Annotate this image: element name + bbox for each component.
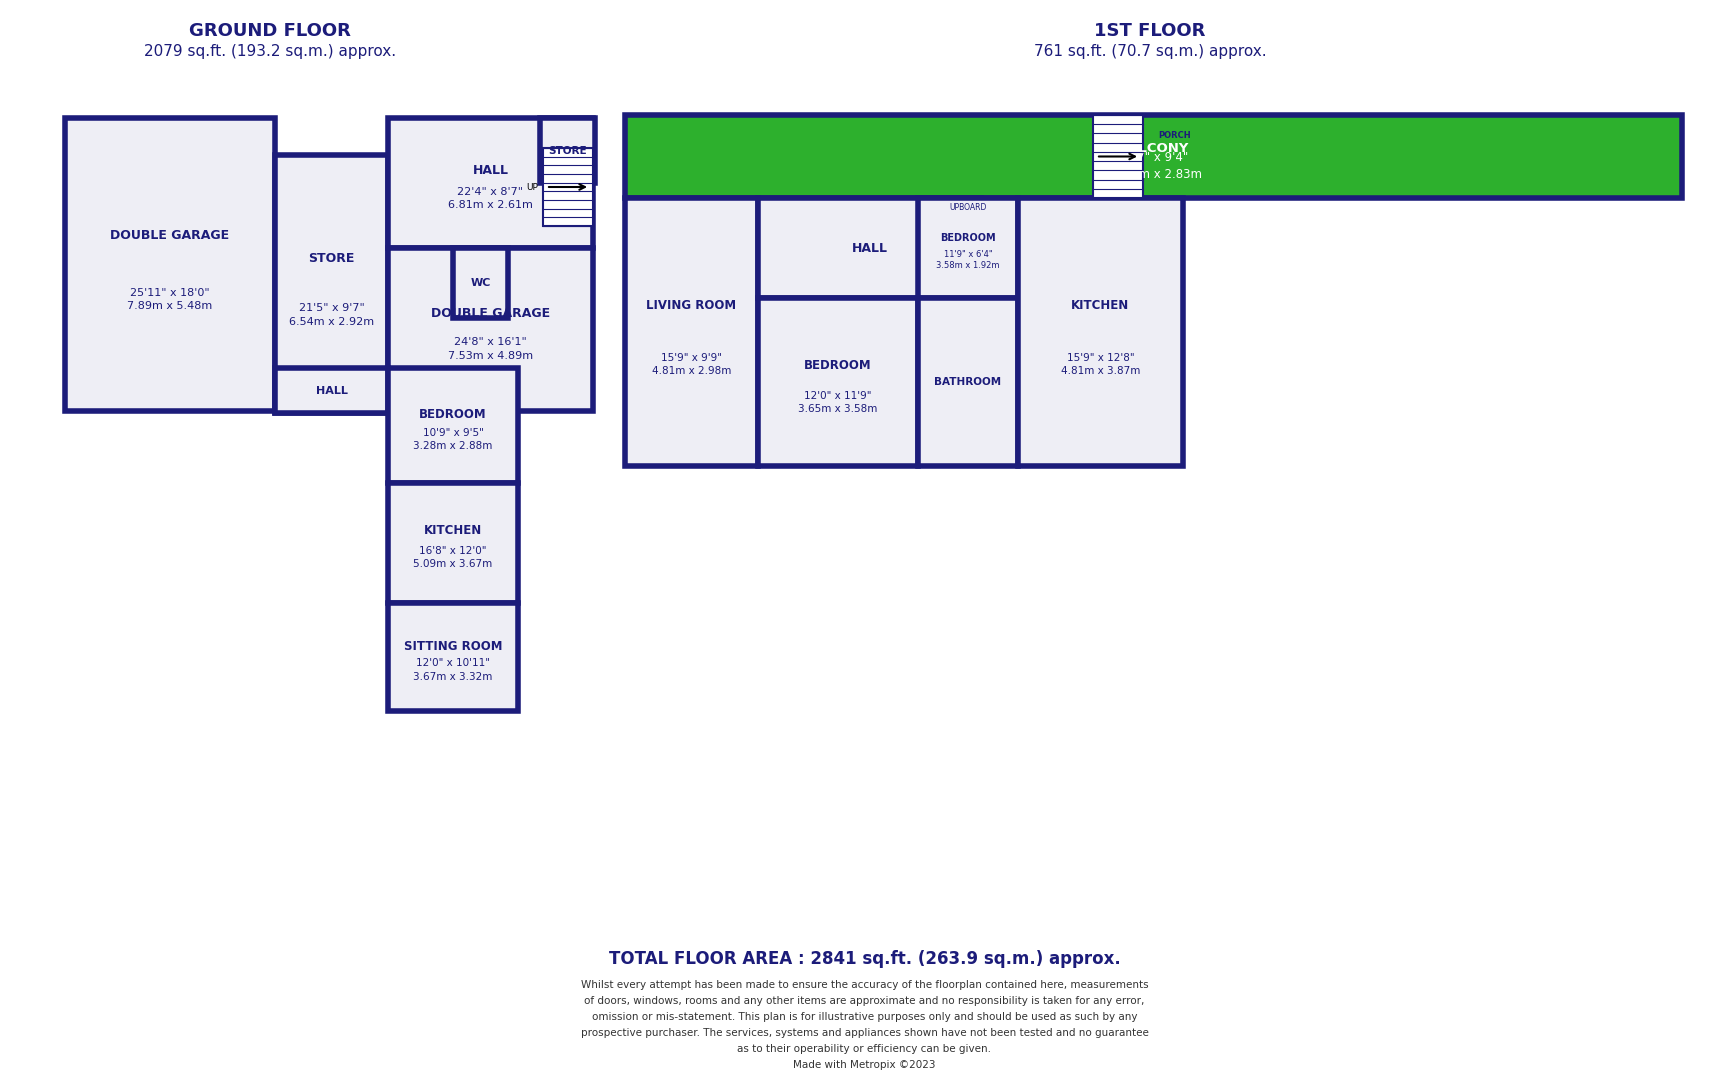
Bar <box>624 114 1682 198</box>
Text: 1ST FLOOR: 1ST FLOOR <box>1094 22 1205 40</box>
Text: TOTAL FLOOR AREA : 2841 sq.ft. (263.9 sq.m.) approx.: TOTAL FLOOR AREA : 2841 sq.ft. (263.9 sq… <box>609 950 1120 968</box>
Text: LIVING ROOM: LIVING ROOM <box>647 299 737 312</box>
Text: PORCH: PORCH <box>1158 131 1191 139</box>
Text: Made with Metropix ©2023: Made with Metropix ©2023 <box>794 1059 935 1070</box>
Bar <box>453 248 508 318</box>
Text: 2079 sq.ft. (193.2 sq.m.) approx.: 2079 sq.ft. (193.2 sq.m.) approx. <box>144 44 396 59</box>
Text: as to their operability or efficiency can be given.: as to their operability or efficiency ca… <box>738 1044 991 1054</box>
Text: KITCHEN: KITCHEN <box>1072 299 1129 312</box>
Text: 10'9" x 9'5"
3.28m x 2.88m: 10'9" x 9'5" 3.28m x 2.88m <box>413 428 493 451</box>
Text: DOUBLE GARAGE: DOUBLE GARAGE <box>111 229 230 242</box>
Text: BATHROOM: BATHROOM <box>934 377 1001 387</box>
Bar <box>543 148 593 226</box>
Text: UPBOARD: UPBOARD <box>949 203 987 212</box>
Bar <box>1018 198 1183 465</box>
Text: DOUBLE GARAGE: DOUBLE GARAGE <box>431 307 550 320</box>
Text: BALCONY: BALCONY <box>1119 141 1188 154</box>
Bar <box>387 118 593 248</box>
Text: prospective purchaser. The services, systems and appliances shown have not been : prospective purchaser. The services, sys… <box>581 1028 1148 1038</box>
Text: 24'8" x 16'1"
7.53m x 4.89m: 24'8" x 16'1" 7.53m x 4.89m <box>448 337 533 361</box>
Bar <box>66 118 275 411</box>
Bar <box>624 198 757 465</box>
Text: 12'0" x 11'9"
3.65m x 3.58m: 12'0" x 11'9" 3.65m x 3.58m <box>799 391 878 414</box>
Text: BEDROOM: BEDROOM <box>804 359 871 372</box>
Bar <box>918 298 1018 465</box>
Bar <box>1093 114 1143 198</box>
Text: 11'9" x 6'4"
3.58m x 1.92m: 11'9" x 6'4" 3.58m x 1.92m <box>935 249 999 270</box>
Bar <box>387 483 519 603</box>
Bar <box>275 368 387 413</box>
Text: 21'5" x 9'7"
6.54m x 2.92m: 21'5" x 9'7" 6.54m x 2.92m <box>289 303 373 326</box>
Text: 25'11" x 18'0"
7.89m x 5.48m: 25'11" x 18'0" 7.89m x 5.48m <box>128 288 213 311</box>
Text: SITTING ROOM: SITTING ROOM <box>405 639 501 652</box>
Text: KITCHEN: KITCHEN <box>424 525 482 538</box>
Text: HALL: HALL <box>316 386 348 395</box>
Text: 761 sq.ft. (70.7 sq.m.) approx.: 761 sq.ft. (70.7 sq.m.) approx. <box>1034 44 1266 59</box>
Text: 16'8" x 12'0"
5.09m x 3.67m: 16'8" x 12'0" 5.09m x 3.67m <box>413 545 493 569</box>
Bar <box>918 198 1018 298</box>
Bar <box>757 198 980 298</box>
Text: HALL: HALL <box>851 242 887 255</box>
Bar <box>387 603 519 711</box>
Bar <box>387 368 519 483</box>
Bar <box>757 298 918 465</box>
Text: GROUND FLOOR: GROUND FLOOR <box>188 22 351 40</box>
Text: STORE: STORE <box>548 146 586 156</box>
Bar <box>275 156 387 413</box>
Bar <box>539 118 595 183</box>
Text: 12'0" x 10'11"
3.67m x 3.32m: 12'0" x 10'11" 3.67m x 3.32m <box>413 659 493 681</box>
Bar <box>387 248 593 411</box>
Text: omission or mis-statement. This plan is for illustrative purposes only and shoul: omission or mis-statement. This plan is … <box>591 1012 1138 1022</box>
Text: STORE: STORE <box>308 252 354 265</box>
Text: 15'9" x 9'9"
4.81m x 2.98m: 15'9" x 9'9" 4.81m x 2.98m <box>652 352 731 376</box>
Text: of doors, windows, rooms and any other items are approximate and no responsibili: of doors, windows, rooms and any other i… <box>584 996 1145 1005</box>
Text: 22'4" x 8'7"
6.81m x 2.61m: 22'4" x 8'7" 6.81m x 2.61m <box>448 187 533 211</box>
Text: 62'7" x 9'4"
19.08m x 2.83m: 62'7" x 9'4" 19.08m x 2.83m <box>1105 151 1202 181</box>
Text: BEDROOM: BEDROOM <box>941 233 996 243</box>
Text: 15'9" x 12'8"
4.81m x 3.87m: 15'9" x 12'8" 4.81m x 3.87m <box>1062 352 1139 376</box>
Text: HALL: HALL <box>472 163 508 176</box>
Text: WC: WC <box>470 278 491 288</box>
Text: UP: UP <box>526 183 538 191</box>
Text: BEDROOM: BEDROOM <box>418 407 488 420</box>
Text: Whilst every attempt has been made to ensure the accuracy of the floorplan conta: Whilst every attempt has been made to en… <box>581 980 1148 990</box>
